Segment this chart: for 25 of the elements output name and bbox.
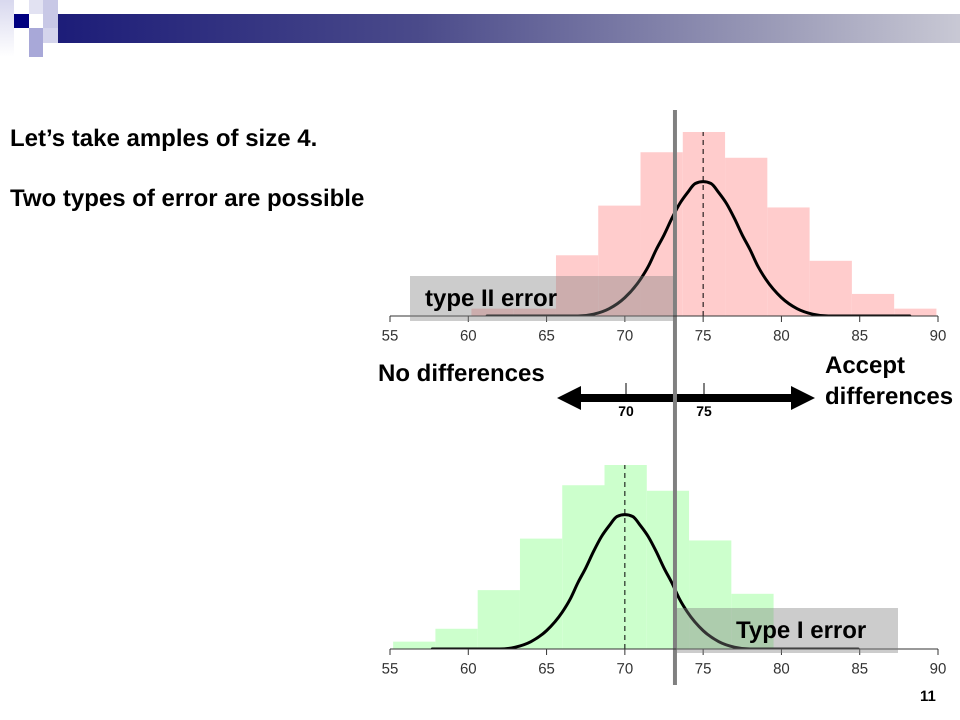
text: No differences xyxy=(378,360,545,387)
annotation: type II error xyxy=(425,284,558,312)
x-tick-label: 60 xyxy=(460,660,477,678)
x-tick-label: 70 xyxy=(616,328,634,345)
text: 75 xyxy=(696,403,712,419)
x-tick-label: 55 xyxy=(382,328,398,345)
text: Two types of error are possible xyxy=(10,185,364,212)
x-tick-label: 85 xyxy=(851,328,868,345)
x-tick-label: 65 xyxy=(538,328,555,345)
text: 11 xyxy=(920,688,936,705)
x-tick-label: 80 xyxy=(773,660,790,678)
x-tick-label: 90 xyxy=(930,328,946,345)
x-tick-label: 60 xyxy=(460,328,477,345)
text: Let’s take amples of size 4. xyxy=(10,125,318,152)
x-tick-label: 65 xyxy=(538,660,555,678)
text: Accept differences xyxy=(825,351,954,412)
x-tick-label: 75 xyxy=(694,328,712,345)
annotation: Type I error xyxy=(736,616,866,644)
text: 70 xyxy=(618,403,634,419)
x-tick-label: 85 xyxy=(851,660,868,678)
x-tick-label: 70 xyxy=(616,660,634,678)
x-tick-label: 80 xyxy=(773,328,790,345)
x-tick-label: 90 xyxy=(930,660,946,678)
x-tick-label: 75 xyxy=(694,660,712,678)
x-tick-label: 55 xyxy=(382,660,398,678)
